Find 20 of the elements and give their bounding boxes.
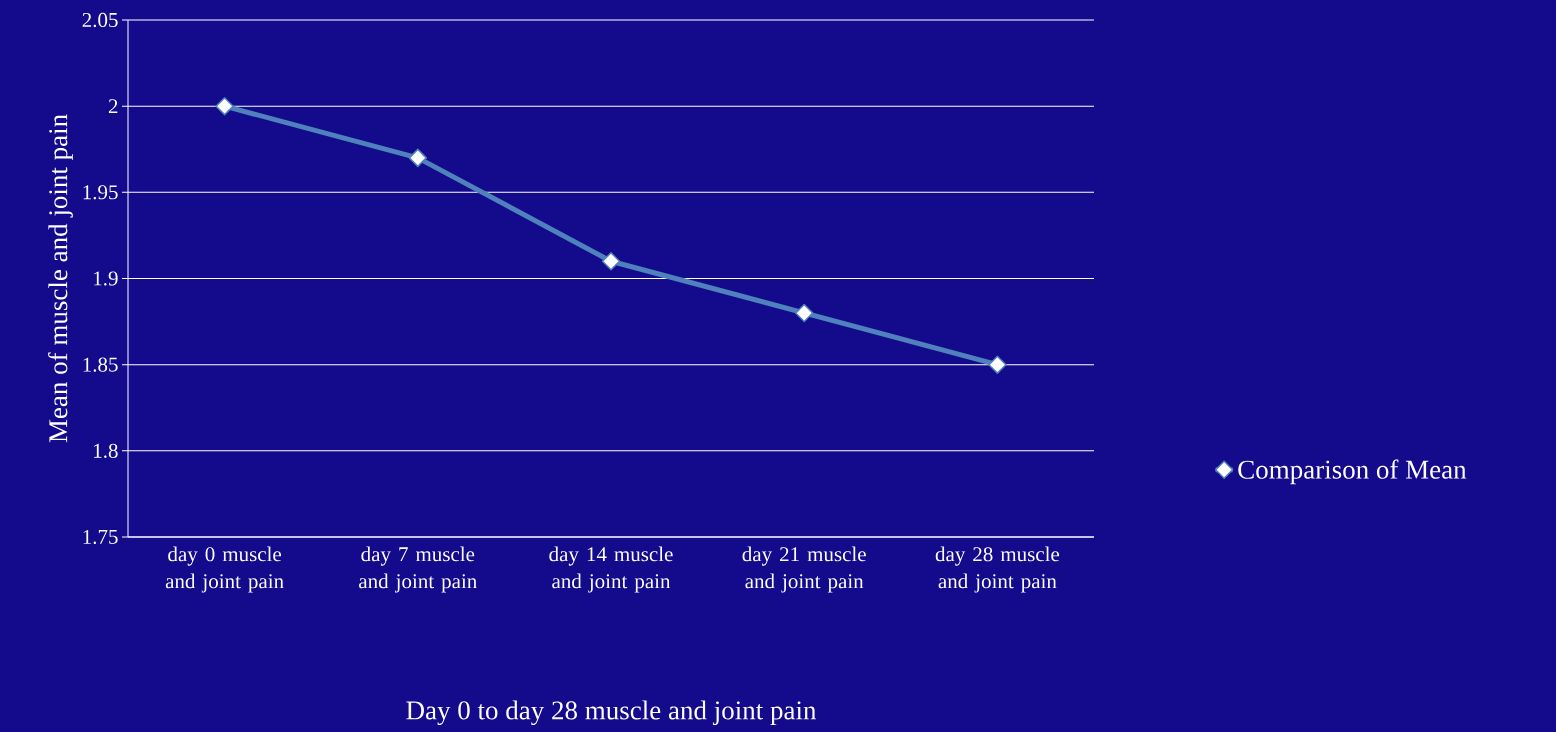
y-tick-label: 1.75 [83, 529, 118, 545]
x-tick-label: day 0 muscle and joint pain [165, 546, 284, 593]
y-tick-label: 1.95 [83, 185, 118, 200]
legend-label: Comparison of Mean [1238, 459, 1467, 485]
y-tick-label: 1.85 [83, 357, 118, 372]
point [601, 252, 621, 271]
y-tick-label: 1.8 [94, 443, 118, 458]
y-tick-label: 2 [108, 99, 118, 114]
y-axis-title: Mean of muscle and joint pain [48, 114, 73, 443]
y-tick-label: 1.9 [94, 271, 118, 286]
x-tick-label: day 14 muscle and joint pain [549, 546, 673, 593]
point [408, 148, 428, 168]
x-tick-label: day 28 muscle and joint pain [935, 546, 1060, 593]
point [794, 303, 814, 323]
point [215, 96, 234, 116]
x-tick-label: day 7 muscle and joint pain [359, 546, 477, 593]
point [988, 355, 1007, 374]
x-tick-label: day 21 muscle and joint pain [742, 546, 866, 593]
y-tick-label: 2.05 [82, 12, 118, 28]
x-axis-title: Day 0 to day 28 muscle and joint pain [406, 700, 817, 726]
